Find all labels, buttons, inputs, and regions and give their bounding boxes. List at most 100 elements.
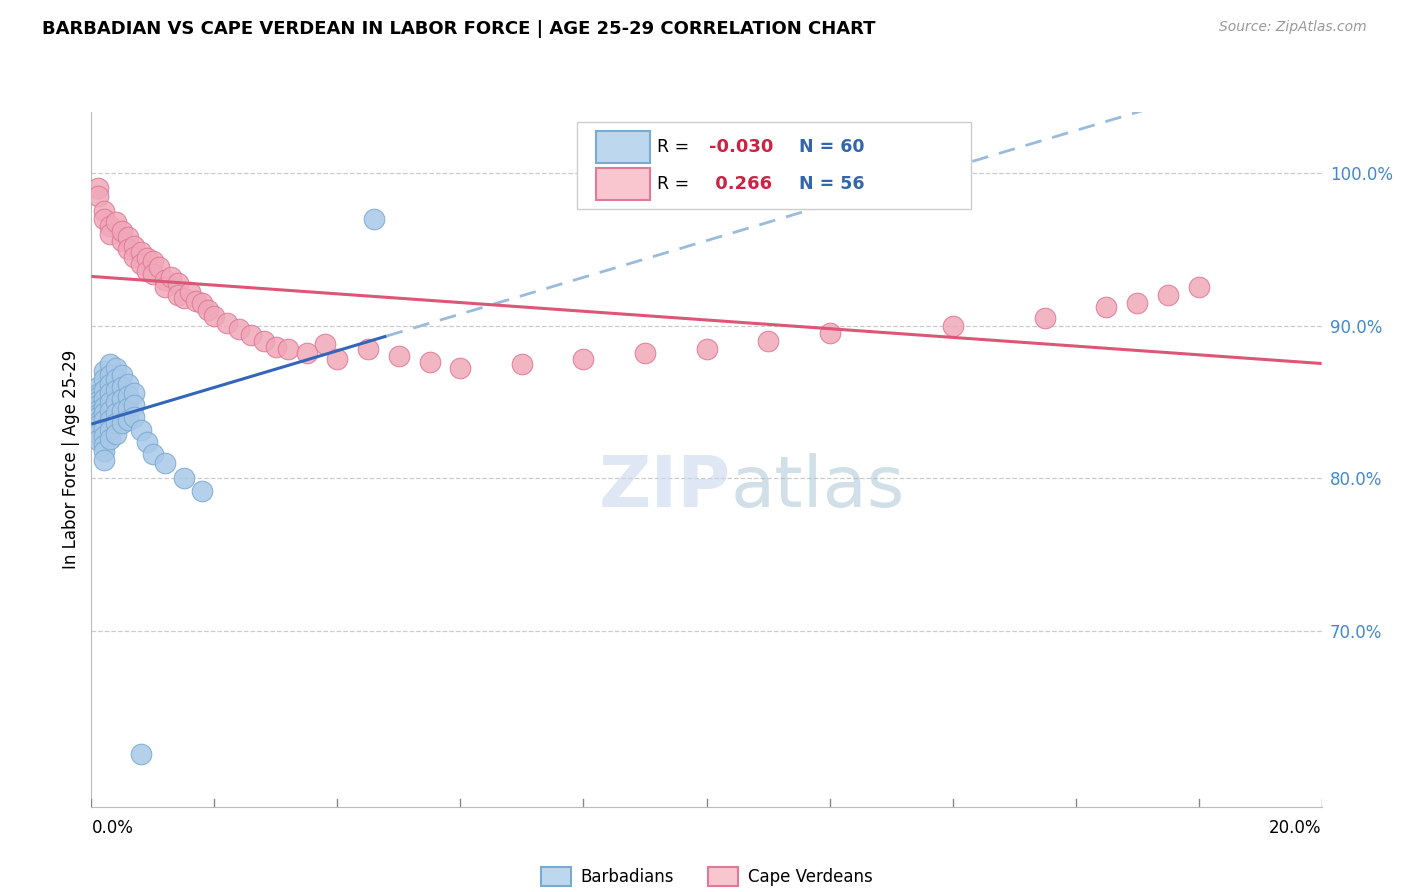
Point — [93, 421, 115, 435]
Point — [1187, 280, 1209, 294]
Point — [93, 383, 115, 397]
Point — [264, 340, 287, 354]
Text: R =: R = — [657, 175, 695, 193]
Point — [253, 334, 276, 348]
Text: atlas: atlas — [731, 453, 905, 522]
Point — [86, 387, 108, 401]
Point — [184, 294, 207, 309]
Point — [153, 273, 177, 287]
Point — [98, 413, 121, 427]
FancyBboxPatch shape — [578, 122, 972, 209]
Point — [86, 417, 108, 432]
Point — [357, 342, 380, 356]
Point — [314, 337, 336, 351]
Point — [572, 352, 595, 367]
Point — [98, 395, 121, 409]
Point — [105, 383, 127, 397]
Point — [86, 380, 108, 394]
Point — [124, 398, 146, 412]
Point — [510, 357, 533, 371]
Point — [124, 239, 146, 253]
Point — [86, 410, 108, 425]
Point — [153, 456, 177, 470]
Point — [129, 245, 152, 260]
Point — [117, 413, 139, 427]
Text: 20.0%: 20.0% — [1270, 819, 1322, 837]
Text: N = 56: N = 56 — [799, 175, 865, 193]
Point — [197, 303, 219, 318]
Point — [93, 428, 115, 442]
Point — [105, 406, 127, 420]
Point — [93, 372, 115, 386]
Point — [111, 380, 134, 394]
Point — [135, 263, 157, 277]
Point — [634, 346, 657, 360]
Point — [93, 438, 115, 452]
Point — [240, 327, 263, 342]
Point — [86, 425, 108, 440]
Point — [86, 391, 108, 405]
Point — [142, 254, 165, 268]
Point — [1157, 288, 1180, 302]
Point — [124, 250, 146, 264]
Point — [105, 395, 127, 409]
Point — [117, 230, 139, 244]
Point — [98, 219, 121, 234]
Point — [98, 368, 121, 382]
Point — [86, 402, 108, 417]
Point — [98, 432, 121, 446]
Point — [173, 471, 195, 485]
Point — [93, 364, 115, 378]
Point — [1095, 300, 1118, 314]
Point — [295, 346, 318, 360]
Y-axis label: In Labor Force | Age 25-29: In Labor Force | Age 25-29 — [62, 350, 80, 569]
Point — [148, 260, 170, 275]
Point — [818, 326, 841, 341]
Text: N = 60: N = 60 — [799, 138, 865, 156]
Point — [449, 361, 471, 376]
Point — [86, 415, 108, 429]
Point — [86, 181, 108, 195]
Text: 0.0%: 0.0% — [91, 819, 134, 837]
Point — [191, 483, 214, 498]
Point — [98, 357, 121, 371]
Point — [129, 423, 152, 437]
Point — [202, 310, 225, 324]
Point — [124, 385, 146, 400]
Point — [166, 288, 188, 302]
Point — [419, 355, 441, 369]
Point — [105, 361, 127, 376]
Point — [228, 321, 250, 335]
Point — [135, 252, 157, 266]
Point — [191, 295, 214, 310]
Point — [160, 269, 183, 284]
Point — [111, 392, 134, 406]
Point — [93, 392, 115, 406]
Point — [93, 413, 115, 427]
Point — [93, 400, 115, 414]
Text: ZIP: ZIP — [599, 453, 731, 522]
Point — [166, 276, 188, 290]
Point — [1033, 310, 1056, 325]
Point — [129, 257, 152, 271]
Point — [98, 404, 121, 418]
Point — [105, 427, 127, 442]
Point — [1126, 295, 1149, 310]
Point — [93, 203, 115, 218]
Point — [105, 417, 127, 431]
Point — [111, 417, 134, 431]
Point — [93, 453, 115, 467]
Text: Source: ZipAtlas.com: Source: ZipAtlas.com — [1219, 20, 1367, 34]
Point — [111, 224, 134, 238]
Point — [363, 211, 385, 226]
Point — [135, 434, 157, 449]
Point — [93, 211, 115, 226]
Point — [756, 334, 779, 348]
Point — [326, 352, 349, 367]
Point — [86, 398, 108, 412]
Point — [173, 291, 195, 305]
Text: BARBADIAN VS CAPE VERDEAN IN LABOR FORCE | AGE 25-29 CORRELATION CHART: BARBADIAN VS CAPE VERDEAN IN LABOR FORCE… — [42, 20, 876, 37]
Point — [98, 376, 121, 391]
Point — [277, 342, 299, 356]
Point — [86, 188, 108, 202]
